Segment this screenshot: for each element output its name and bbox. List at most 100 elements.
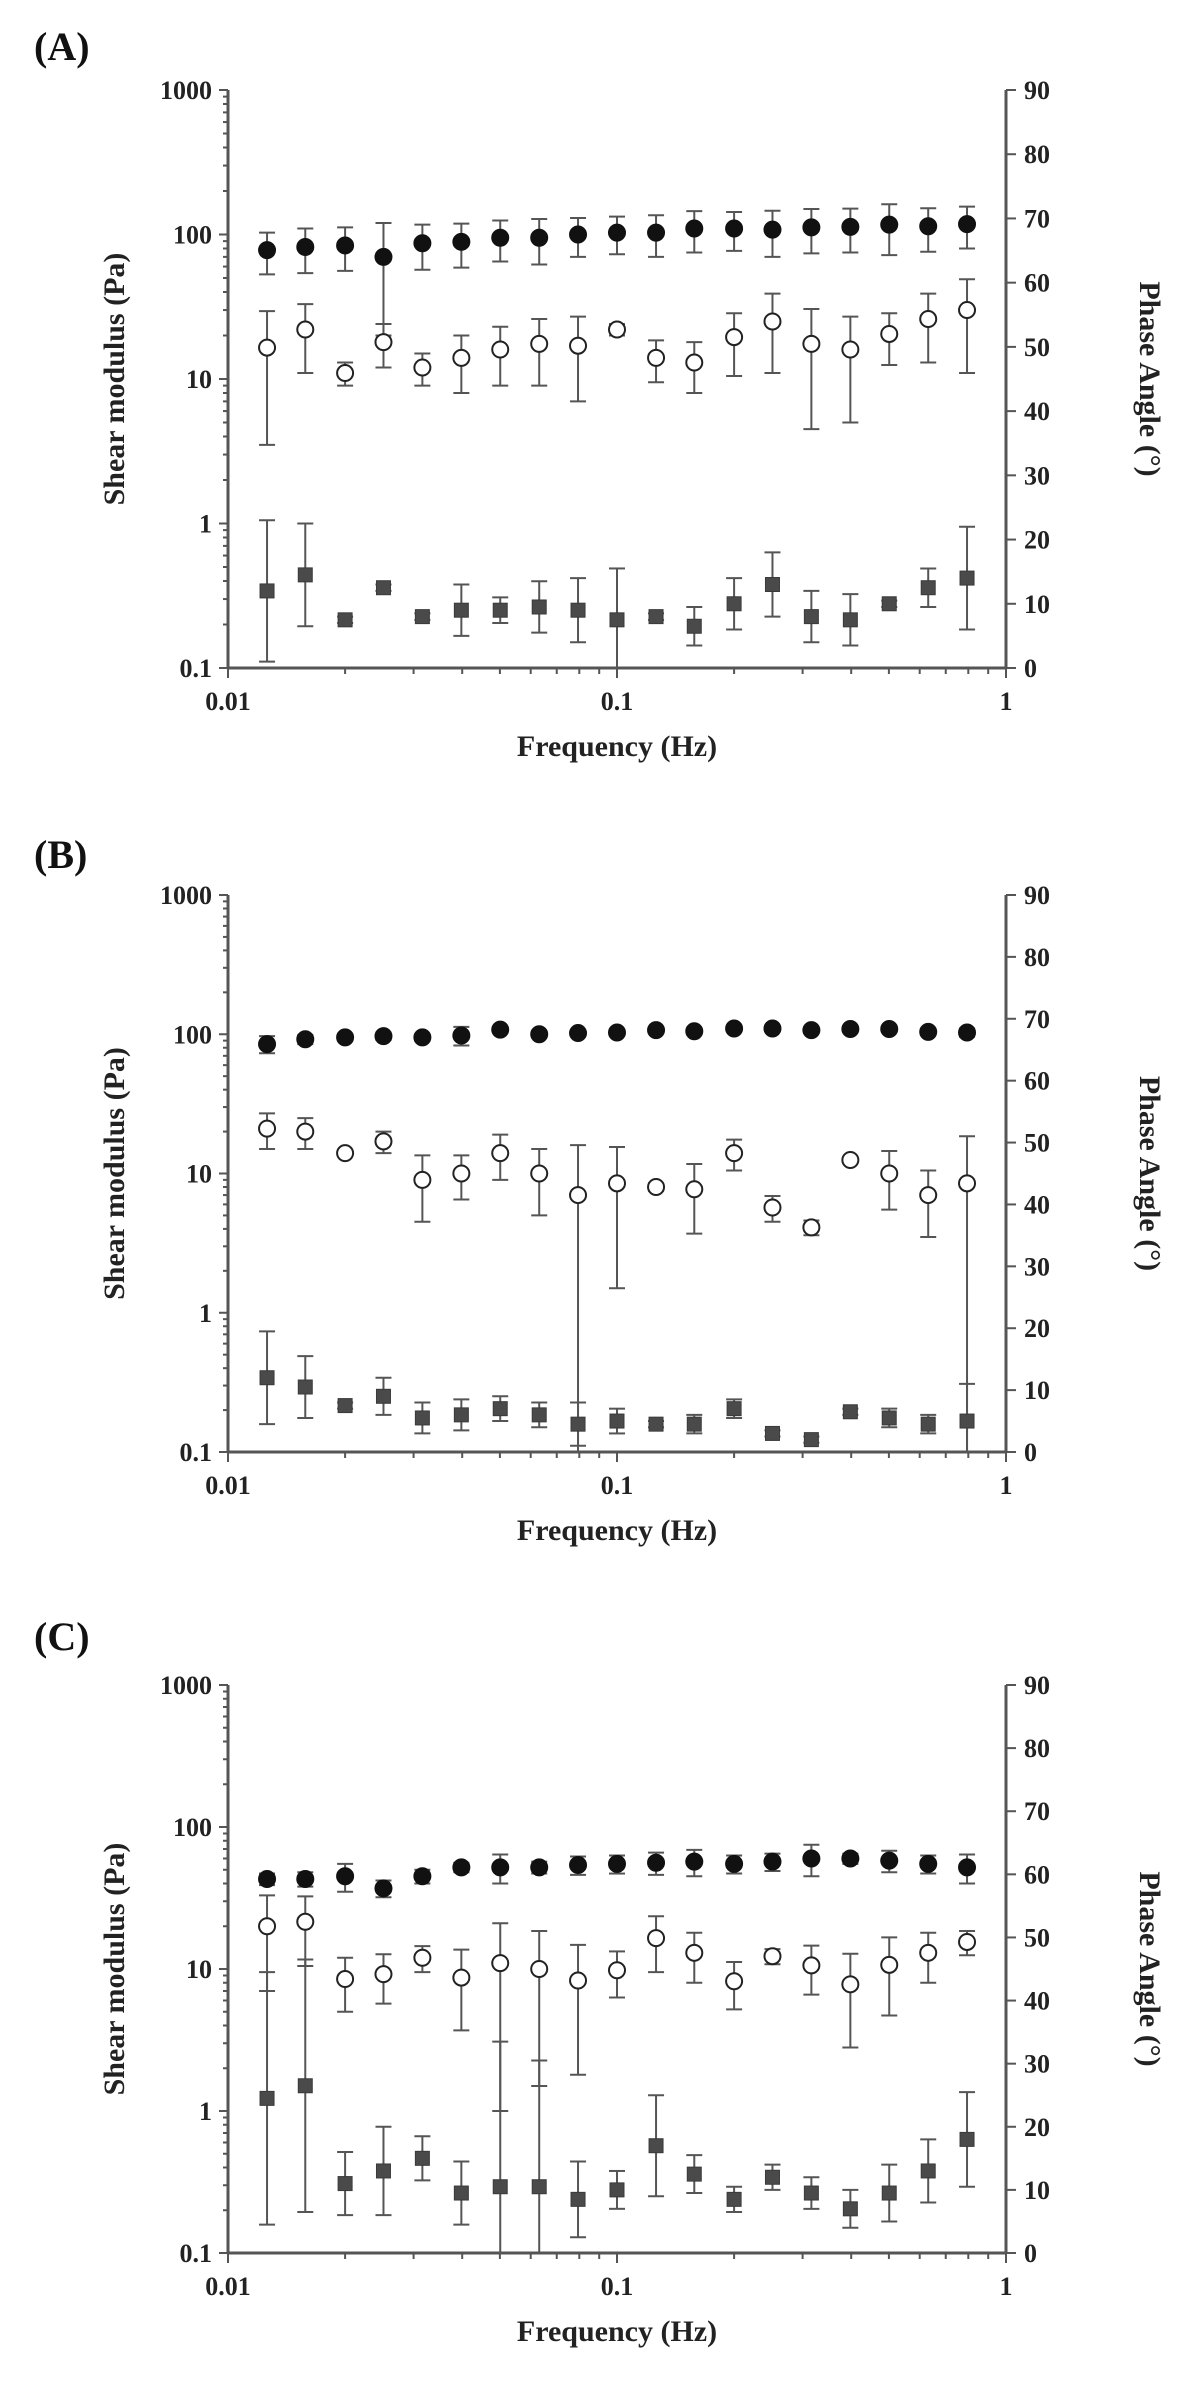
data-point	[258, 338, 277, 357]
data-point	[725, 1019, 744, 1038]
y2-tick-label: 30	[1024, 2050, 1050, 2079]
y-tick-label: 1	[199, 1299, 212, 1328]
y-tick-label: 10	[186, 1160, 212, 1189]
data-point	[530, 228, 549, 247]
y2-tick-label: 80	[1024, 1734, 1050, 1763]
y-tick-label: 100	[173, 1813, 212, 1842]
data-point	[841, 217, 860, 236]
series-filled-circle	[258, 203, 977, 337]
y2-tick-label: 90	[1024, 1671, 1050, 1700]
data-point	[647, 223, 666, 242]
data-point	[569, 336, 588, 355]
data-point	[725, 219, 744, 238]
data-point	[609, 1413, 625, 1429]
x-tick-label: 1	[1000, 687, 1013, 716]
data-point	[763, 1198, 782, 1217]
y2-tick-label: 90	[1024, 76, 1050, 105]
data-point	[413, 1948, 432, 1967]
data-point	[297, 567, 313, 583]
y-tick-label: 1000	[160, 881, 212, 910]
data-point	[375, 2163, 391, 2179]
y2-tick-label: 20	[1024, 526, 1050, 555]
chart-panel-3: (C) 0.1 1 10 100 1000 0 10 20 30 40 50 60 70 80 90 0.01 0…	[34, 1614, 1166, 2348]
data-point	[492, 2179, 508, 2195]
data-point	[492, 1401, 508, 1417]
y2-axis-title: Phase Angle (°)	[1133, 281, 1166, 476]
data-point	[763, 1947, 782, 1966]
y2-tick-label: 10	[1024, 590, 1050, 619]
data-point	[258, 1870, 277, 1889]
data-point	[413, 1170, 432, 1189]
x-axis-title: Frequency (Hz)	[517, 1514, 717, 1547]
data-point	[958, 1023, 977, 1042]
series-open-circle	[258, 1894, 977, 2112]
data-point	[919, 217, 938, 236]
panel-label: (A)	[34, 24, 90, 69]
data-point	[919, 1022, 938, 1041]
data-point	[608, 1961, 626, 1980]
data-point	[374, 333, 393, 352]
data-point	[764, 577, 780, 593]
data-point	[453, 2185, 469, 2201]
y-tick-label: 100	[173, 1020, 212, 1049]
data-point	[802, 1956, 821, 1975]
data-point	[374, 1132, 393, 1151]
data-point	[375, 580, 391, 596]
y2-tick-label: 30	[1024, 461, 1050, 490]
data-point	[608, 1854, 626, 1873]
series-filled-circle	[258, 1843, 977, 1899]
data-point	[569, 1856, 588, 1875]
data-point	[685, 1022, 704, 1041]
data-point	[336, 1970, 355, 1989]
data-point	[726, 596, 742, 612]
series-open-circle	[258, 278, 977, 446]
data-point	[531, 2179, 547, 2195]
data-point	[763, 220, 782, 239]
y-tick-label: 10	[186, 1955, 212, 1984]
data-point	[609, 2182, 625, 2198]
data-point	[880, 324, 899, 343]
x-tick-label: 1	[1000, 1471, 1013, 1500]
data-point	[374, 1965, 393, 1984]
y2-tick-label: 40	[1024, 1190, 1050, 1219]
data-point	[530, 1858, 549, 1877]
data-point	[491, 1954, 510, 1973]
y-tick-label: 10	[186, 365, 212, 394]
y2-tick-label: 0	[1024, 654, 1037, 683]
y-tick-label: 0.1	[180, 654, 213, 683]
data-point	[686, 618, 702, 634]
x-tick-label: 1	[1000, 2272, 1013, 2301]
data-point	[842, 2201, 858, 2217]
data-point	[336, 1028, 355, 1047]
data-point	[258, 1119, 277, 1138]
y2-tick-label: 80	[1024, 943, 1050, 972]
data-point	[763, 1852, 782, 1871]
data-point	[919, 1943, 938, 1962]
data-point	[686, 2166, 702, 2182]
data-point	[570, 1416, 586, 1432]
data-point	[374, 1027, 393, 1046]
data-point	[725, 1144, 744, 1163]
y2-tick-label: 50	[1024, 333, 1050, 362]
y2-axis-title: Phase Angle (°)	[1133, 1871, 1166, 2066]
data-point	[531, 1407, 547, 1423]
data-point	[413, 1867, 432, 1886]
data-point	[259, 583, 275, 599]
data-point	[726, 2191, 742, 2207]
x-axis-title: Frequency (Hz)	[517, 2315, 717, 2348]
data-point	[296, 1870, 315, 1889]
series-filled-square	[259, 1958, 976, 2254]
data-point	[958, 215, 977, 234]
x-tick-label: 0.1	[601, 687, 634, 716]
data-point	[259, 1370, 275, 1386]
data-point	[531, 599, 547, 615]
data-point	[920, 580, 936, 596]
y2-tick-label: 60	[1024, 1860, 1050, 1889]
data-point	[685, 1852, 704, 1871]
data-point	[880, 1164, 899, 1183]
y2-tick-label: 70	[1024, 1005, 1050, 1034]
data-point	[803, 609, 819, 625]
data-point	[297, 1379, 313, 1395]
y-tick-label: 1	[199, 2097, 212, 2126]
data-point	[530, 1960, 549, 1978]
